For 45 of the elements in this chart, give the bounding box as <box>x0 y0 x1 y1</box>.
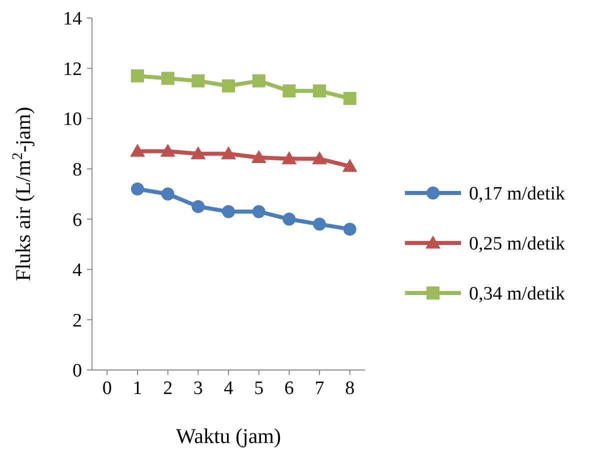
x-tick-label: 5 <box>254 378 264 399</box>
point <box>222 205 235 218</box>
point <box>312 151 327 164</box>
x-tick-label: 8 <box>345 378 355 399</box>
x-tick-label: 4 <box>224 378 234 399</box>
point <box>252 74 266 88</box>
point <box>221 146 236 160</box>
point <box>131 182 144 196</box>
point <box>251 150 266 164</box>
point <box>131 69 144 82</box>
point <box>313 84 326 98</box>
legend-label: 0,17 m/detik <box>469 184 566 205</box>
y-tick-label: 14 <box>63 8 82 30</box>
point <box>192 74 205 88</box>
y-tick-label: 4 <box>72 260 82 282</box>
x-tick-label: 1 <box>132 378 142 399</box>
point <box>161 188 174 200</box>
y-tick-label: 6 <box>72 210 82 231</box>
point <box>161 72 174 85</box>
y-tick-label: 8 <box>72 160 82 181</box>
x-axis-title: Waktu (jam) <box>176 424 282 448</box>
point <box>343 92 356 105</box>
point <box>313 218 326 231</box>
point <box>343 222 356 236</box>
point <box>222 79 235 92</box>
y-tick-label: 0 <box>72 360 82 382</box>
point <box>282 84 296 98</box>
point <box>130 144 145 157</box>
x-tick-label: 3 <box>193 378 203 399</box>
point <box>192 200 205 214</box>
x-tick-label: 6 <box>284 378 294 399</box>
x-tick-label: 7 <box>314 378 324 399</box>
y-tick-label: 2 <box>72 310 82 332</box>
x-tick-label: 2 <box>163 378 173 399</box>
point <box>282 212 296 226</box>
point <box>252 205 266 218</box>
x-tick-label: 0 <box>102 378 112 399</box>
legend-label: 0,25 m/detik <box>469 234 566 255</box>
legend-label: 0,34 m/detik <box>469 284 566 305</box>
y-tick-label: 10 <box>63 109 82 130</box>
point <box>342 158 358 172</box>
point <box>160 144 176 157</box>
point <box>190 146 206 160</box>
y-tick-label: 12 <box>63 58 82 80</box>
point <box>282 151 297 164</box>
